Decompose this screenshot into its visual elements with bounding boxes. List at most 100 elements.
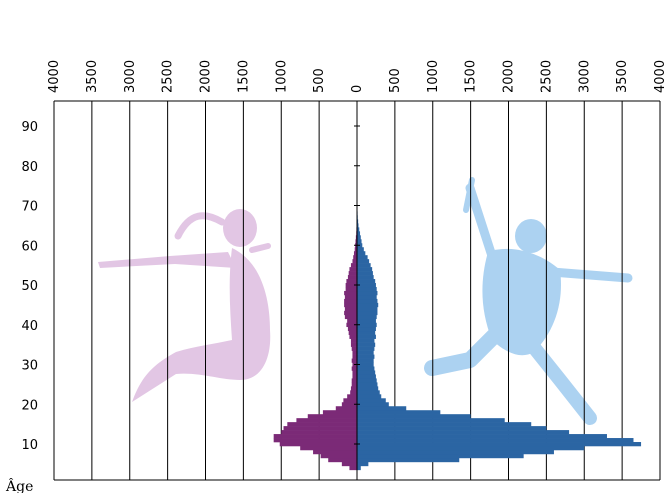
x-tick-label-11: 1500 xyxy=(464,60,479,93)
bar-left-age-12 xyxy=(273,434,357,439)
bar-right-age-24 xyxy=(357,386,379,391)
x-tick-label-3: 2500 xyxy=(161,60,176,93)
bar-right-age-9 xyxy=(357,445,585,451)
bar-left-age-51 xyxy=(346,279,357,284)
bar-right-age-65 xyxy=(357,223,359,228)
male-silhouette xyxy=(424,177,633,425)
bar-left-age-4 xyxy=(349,465,357,471)
x-tick-label-2: 3000 xyxy=(123,60,138,93)
bar-right-age-26 xyxy=(357,378,377,383)
x-tick-label-13: 2500 xyxy=(539,60,554,93)
bar-right-age-49 xyxy=(357,286,377,292)
bar-left-age-49 xyxy=(345,286,357,292)
bar-right-age-21 xyxy=(357,398,386,403)
bar-left-age-50 xyxy=(345,283,357,288)
bar-right-age-11 xyxy=(357,438,634,443)
y-tick-label-6: 70 xyxy=(21,200,38,215)
x-tick-label-9: 500 xyxy=(388,68,403,93)
y-tick-label-0: 10 xyxy=(21,438,38,453)
bar-left-age-24 xyxy=(350,386,357,391)
y-tick-label-7: 80 xyxy=(21,160,38,175)
bar-right-age-31 xyxy=(357,358,374,363)
bar-left-age-48 xyxy=(344,290,357,296)
bar-right-age-6 xyxy=(357,457,460,463)
bar-right-age-58 xyxy=(357,251,366,256)
bar-left-age-22 xyxy=(347,394,357,399)
bar-right-age-7 xyxy=(357,453,524,459)
y-tick-label-8: 90 xyxy=(21,120,38,135)
bar-left-age-39 xyxy=(347,326,357,332)
bar-right-age-42 xyxy=(357,314,377,320)
x-tick-label-15: 3500 xyxy=(615,60,630,93)
x-tick-label-8: 0 xyxy=(350,85,365,93)
x-tick-labels: 4000 3500 3000 2500 2000 1500 1000 500 0 500 1000 1… xyxy=(47,60,668,93)
x-tick-label-0: 4000 xyxy=(47,60,62,93)
bar-right-age-45 xyxy=(357,302,379,308)
bar-right-age-56 xyxy=(357,259,370,264)
bar-left-age-56 xyxy=(352,259,357,264)
bar-left-age-44 xyxy=(344,306,357,312)
x-tick-label-5: 1500 xyxy=(236,60,251,93)
bar-right-age-29 xyxy=(357,366,375,371)
bar-left-age-16 xyxy=(296,418,357,423)
bar-right-age-32 xyxy=(357,354,375,359)
bar-right-age-25 xyxy=(357,382,378,387)
bar-left-age-18 xyxy=(322,410,357,415)
bar-left-age-19 xyxy=(335,406,357,411)
bar-left-age-25 xyxy=(351,382,357,387)
bar-left-age-17 xyxy=(307,414,357,419)
y-tick-label-1: 20 xyxy=(21,398,38,413)
bar-right-age-59 xyxy=(357,247,364,252)
bar-left-age-35 xyxy=(350,342,357,347)
y-axis-title: Âge xyxy=(5,477,33,493)
bar-left-age-29 xyxy=(351,366,357,371)
bar-right-age-41 xyxy=(357,318,376,324)
bar-left-age-34 xyxy=(351,346,357,351)
bar-right-age-51 xyxy=(357,279,376,284)
bar-right-age-43 xyxy=(357,310,378,316)
x-tick-label-12: 2000 xyxy=(502,60,517,93)
bar-left-age-20 xyxy=(341,402,357,407)
silhouettes xyxy=(98,177,633,425)
bar-right-age-62 xyxy=(357,235,361,240)
bar-left-age-37 xyxy=(349,334,357,339)
bar-left-age-8 xyxy=(313,449,357,455)
bar-left-age-5 xyxy=(341,461,357,467)
bar-right-age-10 xyxy=(357,442,642,447)
x-tick-label-7: 500 xyxy=(312,68,327,93)
bar-left-age-38 xyxy=(348,330,357,335)
bar-right-age-20 xyxy=(357,402,389,407)
bar-left-age-58 xyxy=(353,251,357,256)
bar-right-age-34 xyxy=(357,346,375,351)
x-tick-label-4: 2000 xyxy=(199,60,214,93)
bar-left-age-31 xyxy=(351,358,357,363)
bar-left-age-46 xyxy=(344,298,357,304)
bar-right-age-66 xyxy=(357,219,359,224)
y-tick-label-4: 50 xyxy=(21,279,38,294)
bar-left-age-14 xyxy=(283,426,357,431)
bar-right-age-12 xyxy=(357,434,607,439)
bar-right-age-30 xyxy=(357,362,374,367)
bar-left-age-27 xyxy=(352,374,357,379)
axes xyxy=(54,100,660,481)
bar-right-age-39 xyxy=(357,326,376,332)
bar-right-age-46 xyxy=(357,298,378,304)
x-tick-label-10: 1000 xyxy=(426,60,441,93)
bar-right-age-19 xyxy=(357,406,407,411)
bars xyxy=(273,163,642,471)
bar-right-age-13 xyxy=(357,430,570,435)
bar-left-age-21 xyxy=(343,398,357,403)
bar-left-age-52 xyxy=(347,275,357,280)
bar-left-age-43 xyxy=(344,310,357,316)
bar-right-age-44 xyxy=(357,306,378,312)
bar-right-age-57 xyxy=(357,255,368,260)
bar-right-age-8 xyxy=(357,449,554,455)
bar-right-age-35 xyxy=(357,342,376,347)
bar-left-age-11 xyxy=(273,438,357,443)
bar-left-age-59 xyxy=(354,247,357,252)
bar-left-age-6 xyxy=(328,457,357,463)
bar-right-age-27 xyxy=(357,374,376,379)
bar-right-age-54 xyxy=(357,267,373,272)
bar-right-age-33 xyxy=(357,350,374,355)
